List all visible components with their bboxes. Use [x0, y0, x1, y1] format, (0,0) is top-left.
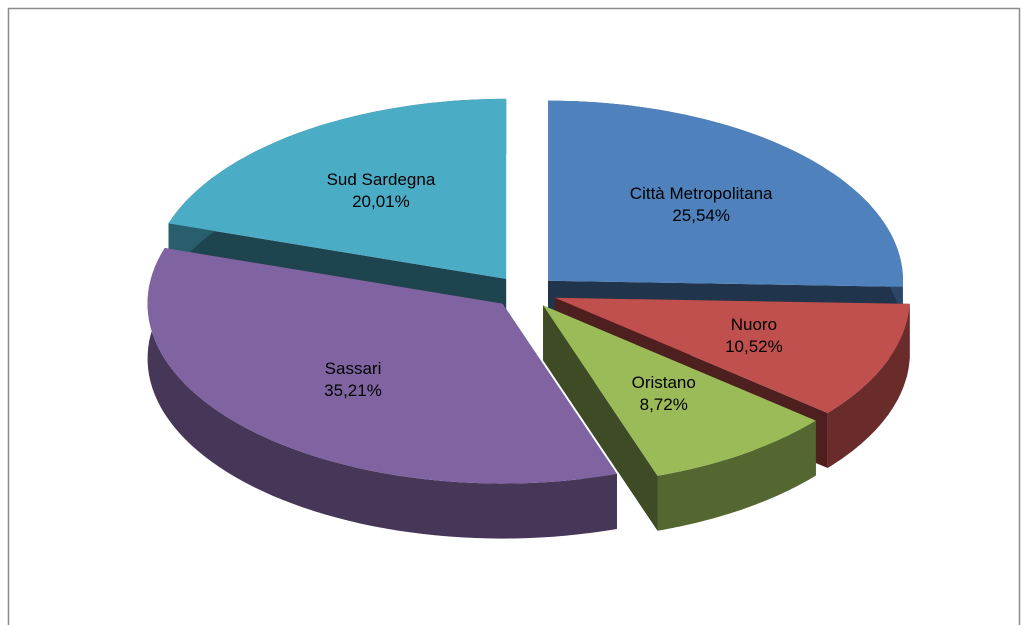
slice-label: Sassari [325, 359, 382, 378]
slice-value-label: 10,52% [725, 337, 783, 356]
slice-top [168, 98, 507, 279]
slice-label: Nuoro [731, 315, 777, 334]
slice-label: Oristano [632, 373, 696, 392]
slice-value-label: 25,54% [672, 206, 730, 225]
slice-wall [543, 305, 658, 531]
slice-top [147, 248, 617, 484]
slice-value-label: 20,01% [352, 192, 410, 211]
slice-side [827, 303, 910, 468]
slice-top [554, 297, 910, 413]
slice-side [147, 248, 617, 539]
slice-label: Sud Sardegna [327, 170, 436, 189]
slice [147, 248, 617, 539]
slice-value-label: 8,72% [640, 395, 688, 414]
slice-side [657, 420, 816, 531]
slice-top [543, 305, 816, 476]
slice [543, 305, 816, 531]
slice-top [548, 100, 903, 287]
slice-value-label: 35,21% [324, 381, 382, 400]
slice-label: Città Metropolitana [630, 184, 773, 203]
